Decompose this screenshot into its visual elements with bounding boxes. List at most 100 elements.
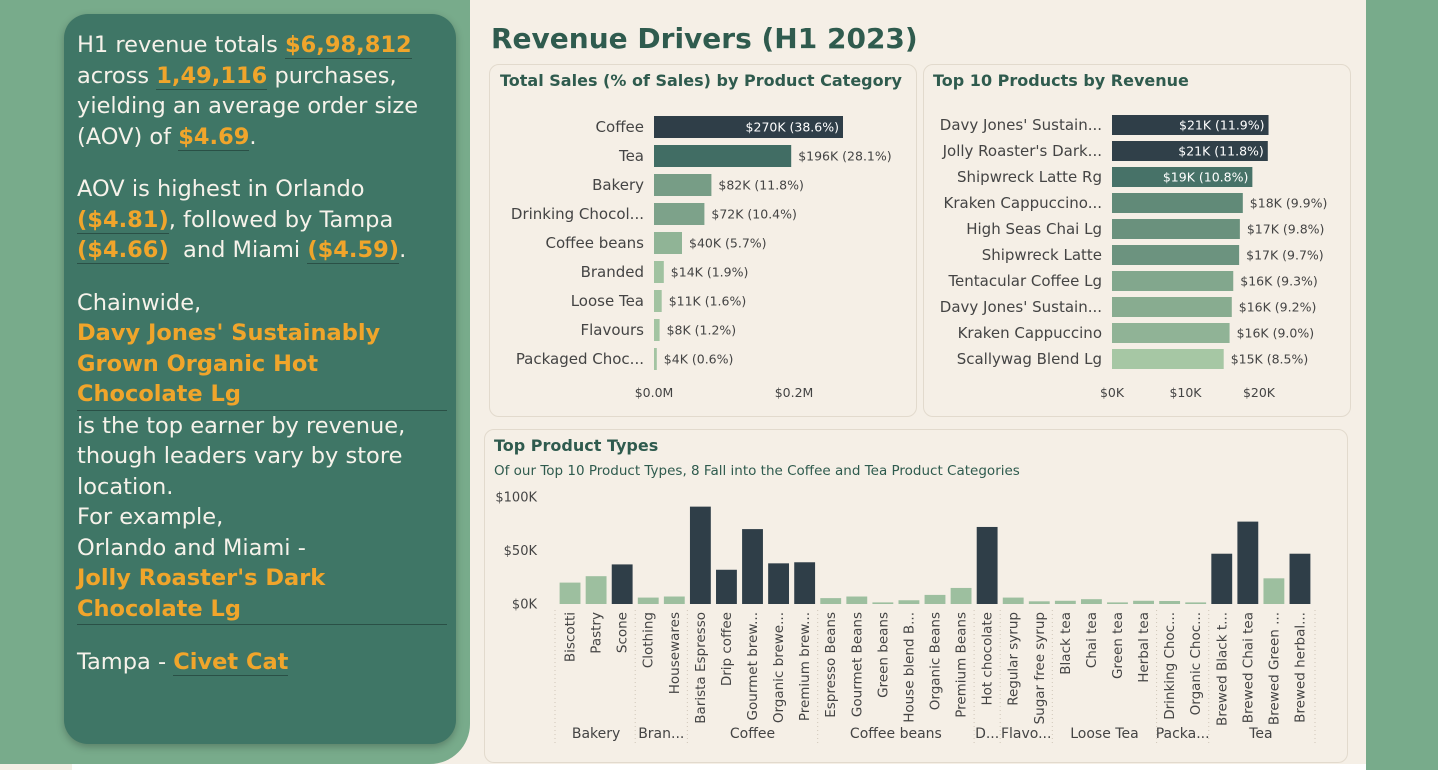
narrative-text: H1 revenue totals <box>77 32 285 58</box>
data-label: $8K (1.2%) <box>667 323 737 338</box>
product-types-card: Top Product Types Of our Top 10 Product … <box>484 429 1348 763</box>
y-tick-label: $0K <box>512 598 538 613</box>
bar <box>820 598 842 604</box>
data-label: $17K (9.8%) <box>1247 222 1325 237</box>
bar <box>846 596 868 604</box>
x-tick-label: Housewares <box>667 612 683 694</box>
category-label: Kraken Cappuccino <box>958 324 1102 342</box>
data-label: $21K (11.9%) <box>1179 118 1265 133</box>
group-label: Bakery <box>572 726 620 742</box>
bar <box>1112 219 1240 239</box>
x-tick-label: House blend B... <box>901 612 917 723</box>
narrative-text: For example, <box>77 504 224 530</box>
narrative-paragraph-aov: AOV is highest in Orlando ($4.81), follo… <box>77 174 447 266</box>
x-tick-label: Barista Espresso <box>693 612 709 724</box>
category-sales-card: Total Sales (% of Sales) by Product Cate… <box>489 64 917 417</box>
group-label: Bran... <box>638 726 684 742</box>
top-products-card: Top 10 Products by Revenue Davy Jones' S… <box>923 64 1351 417</box>
category-label: Tentacular Coffee Lg <box>947 272 1102 290</box>
bar <box>1112 141 1268 161</box>
bar <box>611 564 633 604</box>
x-tick-label: Clothing <box>641 612 657 668</box>
bar <box>654 232 682 254</box>
category-label: Flavours <box>580 321 644 339</box>
bar <box>1028 601 1050 604</box>
narrative-paragraph-tampa: Tampa - Civet Cat <box>77 647 447 678</box>
bar <box>663 596 685 604</box>
x-tick-label: Green tea <box>1110 612 1126 679</box>
bar <box>654 174 712 196</box>
group-label: D... <box>975 726 999 742</box>
category-sales-chart: Coffee $270K (38.6%) Tea $196K (28.1%) Baker… <box>511 116 892 400</box>
orlando-aov-value: ($4.81) <box>77 206 169 234</box>
x-tick-label: $0.2M <box>775 385 814 400</box>
x-tick-label: Sugar free syrup <box>1032 612 1048 724</box>
page-title: Revenue Drivers (H1 2023) <box>491 22 918 55</box>
x-tick-label: Drip coffee <box>719 612 735 686</box>
narrative-text: , followed by Tampa <box>168 206 394 233</box>
category-label: Shipwreck Latte <box>982 246 1102 264</box>
x-tick-label: Drinking Choc... <box>1162 612 1178 720</box>
narrative-text: across <box>77 62 157 89</box>
x-tick-label: Espresso Beans <box>823 612 839 718</box>
group-label: Packa... <box>1156 726 1210 742</box>
bar <box>1112 271 1234 291</box>
bar <box>1112 167 1253 187</box>
bar <box>872 602 894 604</box>
x-tick-label: Regular syrup <box>1006 612 1022 706</box>
bar <box>1080 599 1102 604</box>
bar <box>654 116 843 138</box>
category-label: Scallywag Blend Lg <box>957 350 1102 368</box>
bar <box>1211 553 1233 604</box>
narrative-text: . <box>399 237 407 263</box>
data-label: $40K (5.7%) <box>689 236 767 251</box>
data-label: $19K (10.8%) <box>1163 170 1249 185</box>
data-label: $15K (8.5%) <box>1231 352 1309 367</box>
x-tick-label: Gourmet Beans <box>849 612 865 717</box>
bar <box>1112 193 1243 213</box>
y-tick-label: $100K <box>495 491 537 506</box>
chart-subtitle: Of our Top 10 Product Types, 8 Fall into… <box>494 463 1020 479</box>
chart-title: Top Product Types <box>494 436 659 455</box>
category-label: Bakery <box>592 176 644 194</box>
group-label: Coffee <box>730 726 775 742</box>
group-label: Loose Tea <box>1070 726 1138 742</box>
bar <box>654 203 705 225</box>
bar <box>1112 297 1232 317</box>
x-tick-label: Scone <box>615 612 631 653</box>
bar <box>637 597 659 604</box>
bar <box>716 569 737 604</box>
data-label: $18K (9.9%) <box>1250 196 1328 211</box>
top-product-value: Davy Jones' Sustainably Grown Organic Ho… <box>77 318 447 411</box>
x-tick-label: Organic brewe... <box>771 612 787 723</box>
narrative-panel: H1 revenue totals $6,98,812 across 1,49,… <box>64 14 456 744</box>
narrative-text: Chainwide, <box>77 289 202 316</box>
x-tick-label: Organic Choc... <box>1188 612 1204 715</box>
category-label: Davy Jones' Sustain... <box>940 116 1102 134</box>
group-label: Tea <box>1248 726 1272 742</box>
x-tick-label: Premium brew... <box>797 612 813 721</box>
x-tick-label: Biscotti <box>563 612 579 662</box>
x-tick-label: Green beans <box>875 612 891 698</box>
bar <box>1112 323 1230 343</box>
right-margin-background <box>1366 0 1438 770</box>
narrative-text: purchases, yielding an average order siz… <box>77 62 419 150</box>
narrative-paragraph-top-earner: Chainwide, Davy Jones' Sustainably Grown… <box>77 288 447 625</box>
bar <box>559 582 581 604</box>
miami-aov-value: ($4.59) <box>307 237 400 264</box>
data-label: $16K (9.2%) <box>1239 300 1317 315</box>
data-label: $82K (11.8%) <box>718 178 804 193</box>
bar <box>1112 349 1224 369</box>
narrative-text: and Miami <box>168 237 308 263</box>
bar <box>654 145 792 167</box>
bar <box>1133 600 1154 604</box>
x-tick-label: $0.0M <box>635 385 674 400</box>
x-tick-label: Premium Beans <box>954 612 970 718</box>
data-label: $11K (1.6%) <box>669 294 747 309</box>
category-label: Branded <box>581 263 644 281</box>
data-label: $4K (0.6%) <box>664 352 734 367</box>
bar <box>768 563 790 604</box>
x-tick-label: Brewed Black t... <box>1214 612 1230 726</box>
bar <box>950 587 972 604</box>
tampa-top-product: Civet Cat <box>173 649 289 676</box>
